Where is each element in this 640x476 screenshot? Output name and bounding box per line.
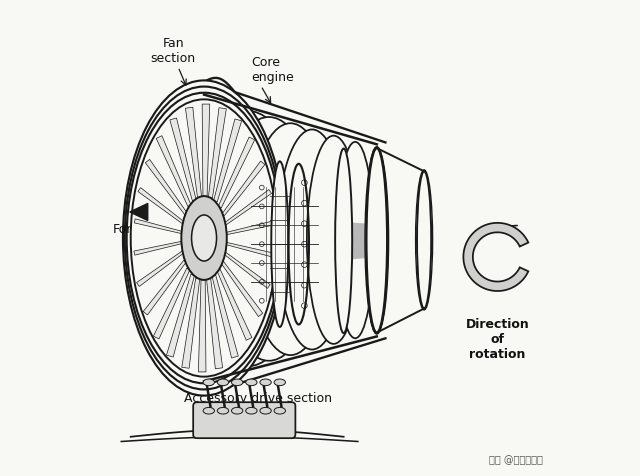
Text: Fan
section: Fan section [151,37,196,65]
Ellipse shape [335,149,352,333]
Text: Direction
of
rotation: Direction of rotation [465,318,529,361]
Text: 头条 @奇闻观察室: 头条 @奇闻观察室 [488,455,543,465]
Ellipse shape [260,407,271,414]
Ellipse shape [218,379,228,386]
Polygon shape [166,274,195,357]
Ellipse shape [417,171,431,308]
Polygon shape [182,278,200,368]
Ellipse shape [218,407,228,414]
Ellipse shape [307,136,360,344]
Polygon shape [130,203,148,220]
Ellipse shape [260,379,271,386]
Ellipse shape [158,105,293,372]
Polygon shape [218,137,255,208]
Polygon shape [463,223,529,291]
Polygon shape [202,104,210,196]
Ellipse shape [123,80,285,396]
Ellipse shape [181,196,227,280]
Text: Core
engine: Core engine [252,56,294,84]
Ellipse shape [366,148,387,333]
Polygon shape [134,219,182,234]
Polygon shape [145,159,187,215]
Text: Accessory drive section: Accessory drive section [184,392,333,405]
Polygon shape [134,241,182,255]
Polygon shape [138,188,184,224]
Polygon shape [225,189,271,225]
Ellipse shape [218,117,320,361]
Polygon shape [224,252,270,288]
Polygon shape [198,280,206,372]
Ellipse shape [203,407,214,414]
Polygon shape [170,118,196,201]
Polygon shape [221,261,263,317]
Polygon shape [227,242,274,257]
Ellipse shape [232,407,243,414]
Ellipse shape [131,99,277,377]
Polygon shape [143,260,186,315]
Ellipse shape [271,161,288,327]
Polygon shape [212,275,238,358]
Ellipse shape [366,148,387,333]
Ellipse shape [191,215,216,261]
Ellipse shape [274,379,285,386]
Ellipse shape [203,379,214,386]
Ellipse shape [125,87,284,389]
Ellipse shape [246,379,257,386]
Ellipse shape [246,407,257,414]
Polygon shape [209,108,227,198]
Polygon shape [344,222,376,260]
Ellipse shape [129,99,280,377]
Ellipse shape [274,407,285,414]
Polygon shape [186,107,202,198]
Ellipse shape [277,129,347,349]
Polygon shape [227,221,275,235]
Polygon shape [222,161,265,216]
Ellipse shape [232,379,243,386]
Ellipse shape [337,142,374,338]
Ellipse shape [127,93,282,383]
Polygon shape [217,269,252,340]
Polygon shape [156,136,191,207]
FancyBboxPatch shape [193,402,296,438]
Text: Forward: Forward [113,223,163,236]
Polygon shape [214,119,242,202]
Polygon shape [154,268,190,339]
Polygon shape [136,251,183,287]
Ellipse shape [188,111,307,367]
Ellipse shape [248,123,333,355]
Polygon shape [204,95,377,381]
Polygon shape [207,278,223,369]
